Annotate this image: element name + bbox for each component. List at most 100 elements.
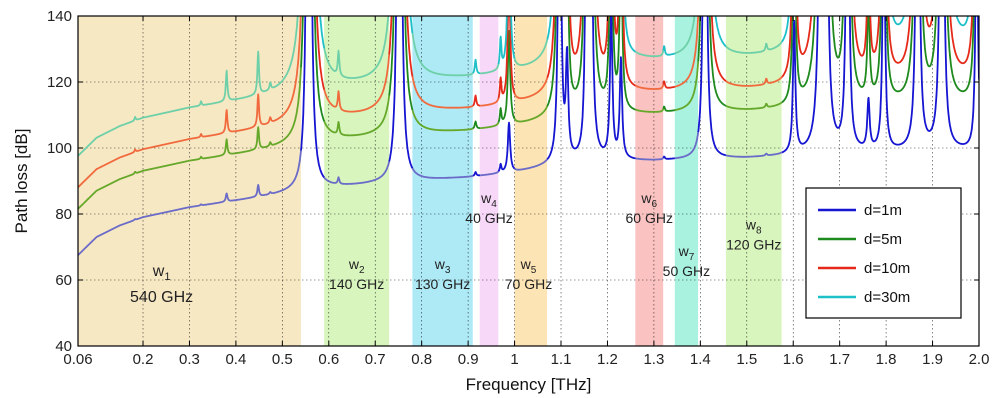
series-segment	[497, 30, 516, 123]
x-tick-label: 0.5	[272, 351, 293, 368]
series-segment	[781, 16, 979, 154]
window-band-8	[725, 16, 782, 346]
series-segment	[513, 105, 549, 123]
window-name-1: w1	[152, 263, 171, 283]
series-line-d=30m	[78, 16, 969, 157]
y-tick-label: 100	[47, 140, 72, 157]
window-bandwidth-5: 70 GHz	[505, 276, 552, 292]
series-segment	[697, 16, 727, 157]
window-name-2: w2	[348, 256, 365, 276]
window-name-7: w7	[678, 243, 695, 263]
series-segment	[662, 105, 676, 112]
series-segment	[662, 45, 676, 56]
series-segment	[674, 132, 700, 160]
window-band-5	[514, 16, 548, 346]
series-segment	[513, 77, 549, 100]
window-band-4	[479, 16, 499, 346]
x-tick-label: 0.4	[225, 351, 246, 368]
x-axis-title: Frequency [THz]	[466, 375, 592, 394]
series-segment	[497, 16, 516, 99]
window-name-6: w6	[640, 190, 657, 210]
window-band-7	[674, 16, 699, 346]
window-bandwidth-3: 130 GHz	[415, 276, 470, 292]
series-lines	[78, 16, 979, 256]
x-tick-label: 0.6	[318, 351, 339, 368]
series-segment	[479, 122, 500, 129]
series-segment	[725, 101, 783, 110]
series-segment	[725, 76, 783, 87]
window-bandwidth-2: 140 GHz	[329, 276, 384, 292]
x-tick-label: 1.3	[643, 351, 664, 368]
series-segment	[714, 16, 727, 48]
x-tick-label: 0.3	[179, 351, 200, 368]
series-segment	[316, 16, 326, 91]
series-segment	[78, 150, 302, 256]
series-segment	[635, 157, 665, 161]
series-segment	[472, 58, 481, 75]
window-bandwidth-4: 40 GHz	[465, 210, 512, 226]
series-segment	[697, 16, 727, 107]
series-segment	[781, 16, 975, 104]
window-name-5: w5	[520, 256, 537, 276]
series-segment	[78, 67, 302, 210]
plot-frame	[77, 15, 980, 347]
y-tick-label: 140	[47, 8, 72, 25]
axis-ticks: 0.06 0.2 0.3 0.4 0.5 0.6 0.7 0.8 0.9 1 1.1 1.2 1.3 1.…	[47, 8, 989, 368]
series-segment	[472, 120, 481, 130]
x-tick-label: 1.9	[922, 351, 943, 368]
legend-label-d=5m: d=5m	[864, 231, 902, 248]
series-segment	[479, 63, 500, 75]
series-segment	[725, 41, 783, 54]
x-tick-label: 0.06	[63, 351, 92, 368]
series-segment	[674, 16, 700, 88]
series-segment	[323, 95, 391, 137]
series-segment	[513, 39, 549, 66]
series-segment	[479, 170, 500, 177]
legend: d=1m d=5m d=10m d=30m	[805, 187, 962, 319]
window-name-3: w3	[434, 256, 451, 276]
x-tick-label: 1.6	[783, 351, 804, 368]
series-segment	[674, 16, 696, 55]
window-bandwidth-6: 60 GHz	[626, 210, 673, 226]
series-segment	[300, 16, 326, 122]
y-tick-label: 60	[55, 272, 72, 289]
x-tick-label: 0.8	[411, 351, 432, 368]
y-tick-label: 120	[47, 74, 72, 91]
x-tick-label: 0.2	[133, 351, 154, 368]
x-tick-label: 1.8	[876, 351, 897, 368]
series-segment	[388, 16, 414, 111]
series-segment	[725, 151, 783, 158]
series-segment	[472, 171, 481, 177]
window-bandwidth-8: 120 GHz	[726, 236, 781, 252]
series-segment	[300, 16, 326, 179]
x-tick-label: 1.1	[551, 351, 572, 368]
series-segment	[411, 167, 474, 179]
series-segment	[662, 155, 676, 160]
series-segment	[411, 109, 474, 132]
series-segment	[662, 80, 676, 89]
series-segment	[635, 50, 665, 58]
window-band-2	[324, 16, 390, 346]
window-bandwidth-1: 540 GHz	[130, 289, 193, 306]
series-segment	[323, 161, 391, 185]
window-name-8: w8	[745, 216, 762, 236]
x-tick-label: 1.2	[597, 351, 618, 368]
x-tick-label: 0.9	[458, 351, 479, 368]
legend-label-d=10m: d=10m	[864, 260, 910, 277]
series-line-d=1m	[78, 16, 979, 256]
series-segment	[674, 61, 700, 111]
window-bandwidth-7: 50 GHz	[663, 263, 710, 279]
series-segment	[78, 16, 299, 157]
legend-label-d=1m: d=1m	[864, 202, 902, 219]
x-tick-label: 2.0	[969, 351, 990, 368]
window-band-6	[635, 16, 664, 346]
series-segment	[411, 33, 474, 77]
series-segment	[323, 54, 391, 113]
series-segment	[472, 94, 481, 107]
series-segment	[323, 16, 390, 79]
series-segment	[710, 16, 727, 82]
series-segment	[497, 16, 516, 65]
y-tick-label: 40	[55, 338, 72, 355]
